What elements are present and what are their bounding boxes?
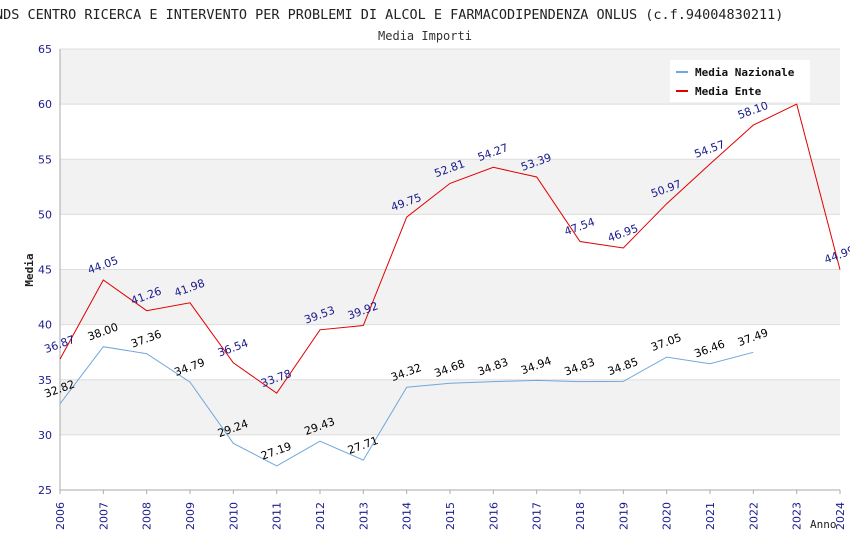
legend-label: Media Ente [695,85,762,98]
y-axis-label: Media [23,253,36,286]
x-tick-label: 2008 [141,502,154,530]
x-axis-ticks: 2006 2007 2008 2009 2010 2011 2012 2013 2014 2015… [54,490,847,530]
x-tick-label: 2023 [791,502,804,530]
background-band [60,324,840,380]
x-tick-label: 2010 [227,502,240,530]
x-tick-label: 2020 [661,502,674,530]
background-band [60,104,840,160]
x-tick-label: 2017 [531,502,544,530]
y-tick-label: 30 [38,429,52,442]
y-tick-label: 65 [38,43,52,56]
x-tick-label: 2022 [747,502,760,530]
chart-title: NDS CENTRO RICERCA E INTERVENTO PER PROB… [0,7,783,23]
background-band [60,214,840,270]
y-axis-ticks: 25 30 35 40 45 50 55 60 65 [38,43,52,497]
y-tick-label: 45 [38,264,52,277]
background-bands [60,49,840,490]
series-lines [59,103,841,467]
series-line-media-nazionale [59,346,754,467]
x-tick-label: 2024 [834,502,847,530]
x-tick-label: 2007 [97,502,110,530]
x-tick-label: 2018 [574,502,587,530]
y-tick-label: 50 [38,208,52,221]
x-tick-label: 2021 [704,502,717,530]
x-tick-label: 2014 [401,502,414,530]
y-tick-label: 60 [38,98,52,111]
x-tick-label: 2011 [271,502,284,530]
x-tick-label: 2012 [314,502,327,530]
background-band [60,269,840,325]
x-tick-label: 2006 [54,502,67,530]
x-tick-label: 2015 [444,502,457,530]
chart-subtitle: Media Importi [378,29,472,43]
background-band [60,434,840,490]
legend-box [670,60,810,102]
x-tick-label: 2013 [357,502,370,530]
y-tick-label: 55 [38,153,52,166]
legend: Media Nazionale Media Ente [670,60,810,102]
x-tick-label: 2019 [617,502,630,530]
x-tick-label: 2009 [184,502,197,530]
y-tick-label: 35 [38,374,52,387]
y-tick-label: 25 [38,484,52,497]
series-line-media-ente [59,103,841,394]
x-axis-label: Anno [810,518,837,531]
legend-label: Media Nazionale [695,66,795,79]
background-band [60,379,840,435]
y-tick-label: 40 [38,319,52,332]
background-band [60,159,840,215]
x-tick-label: 2016 [487,502,500,530]
